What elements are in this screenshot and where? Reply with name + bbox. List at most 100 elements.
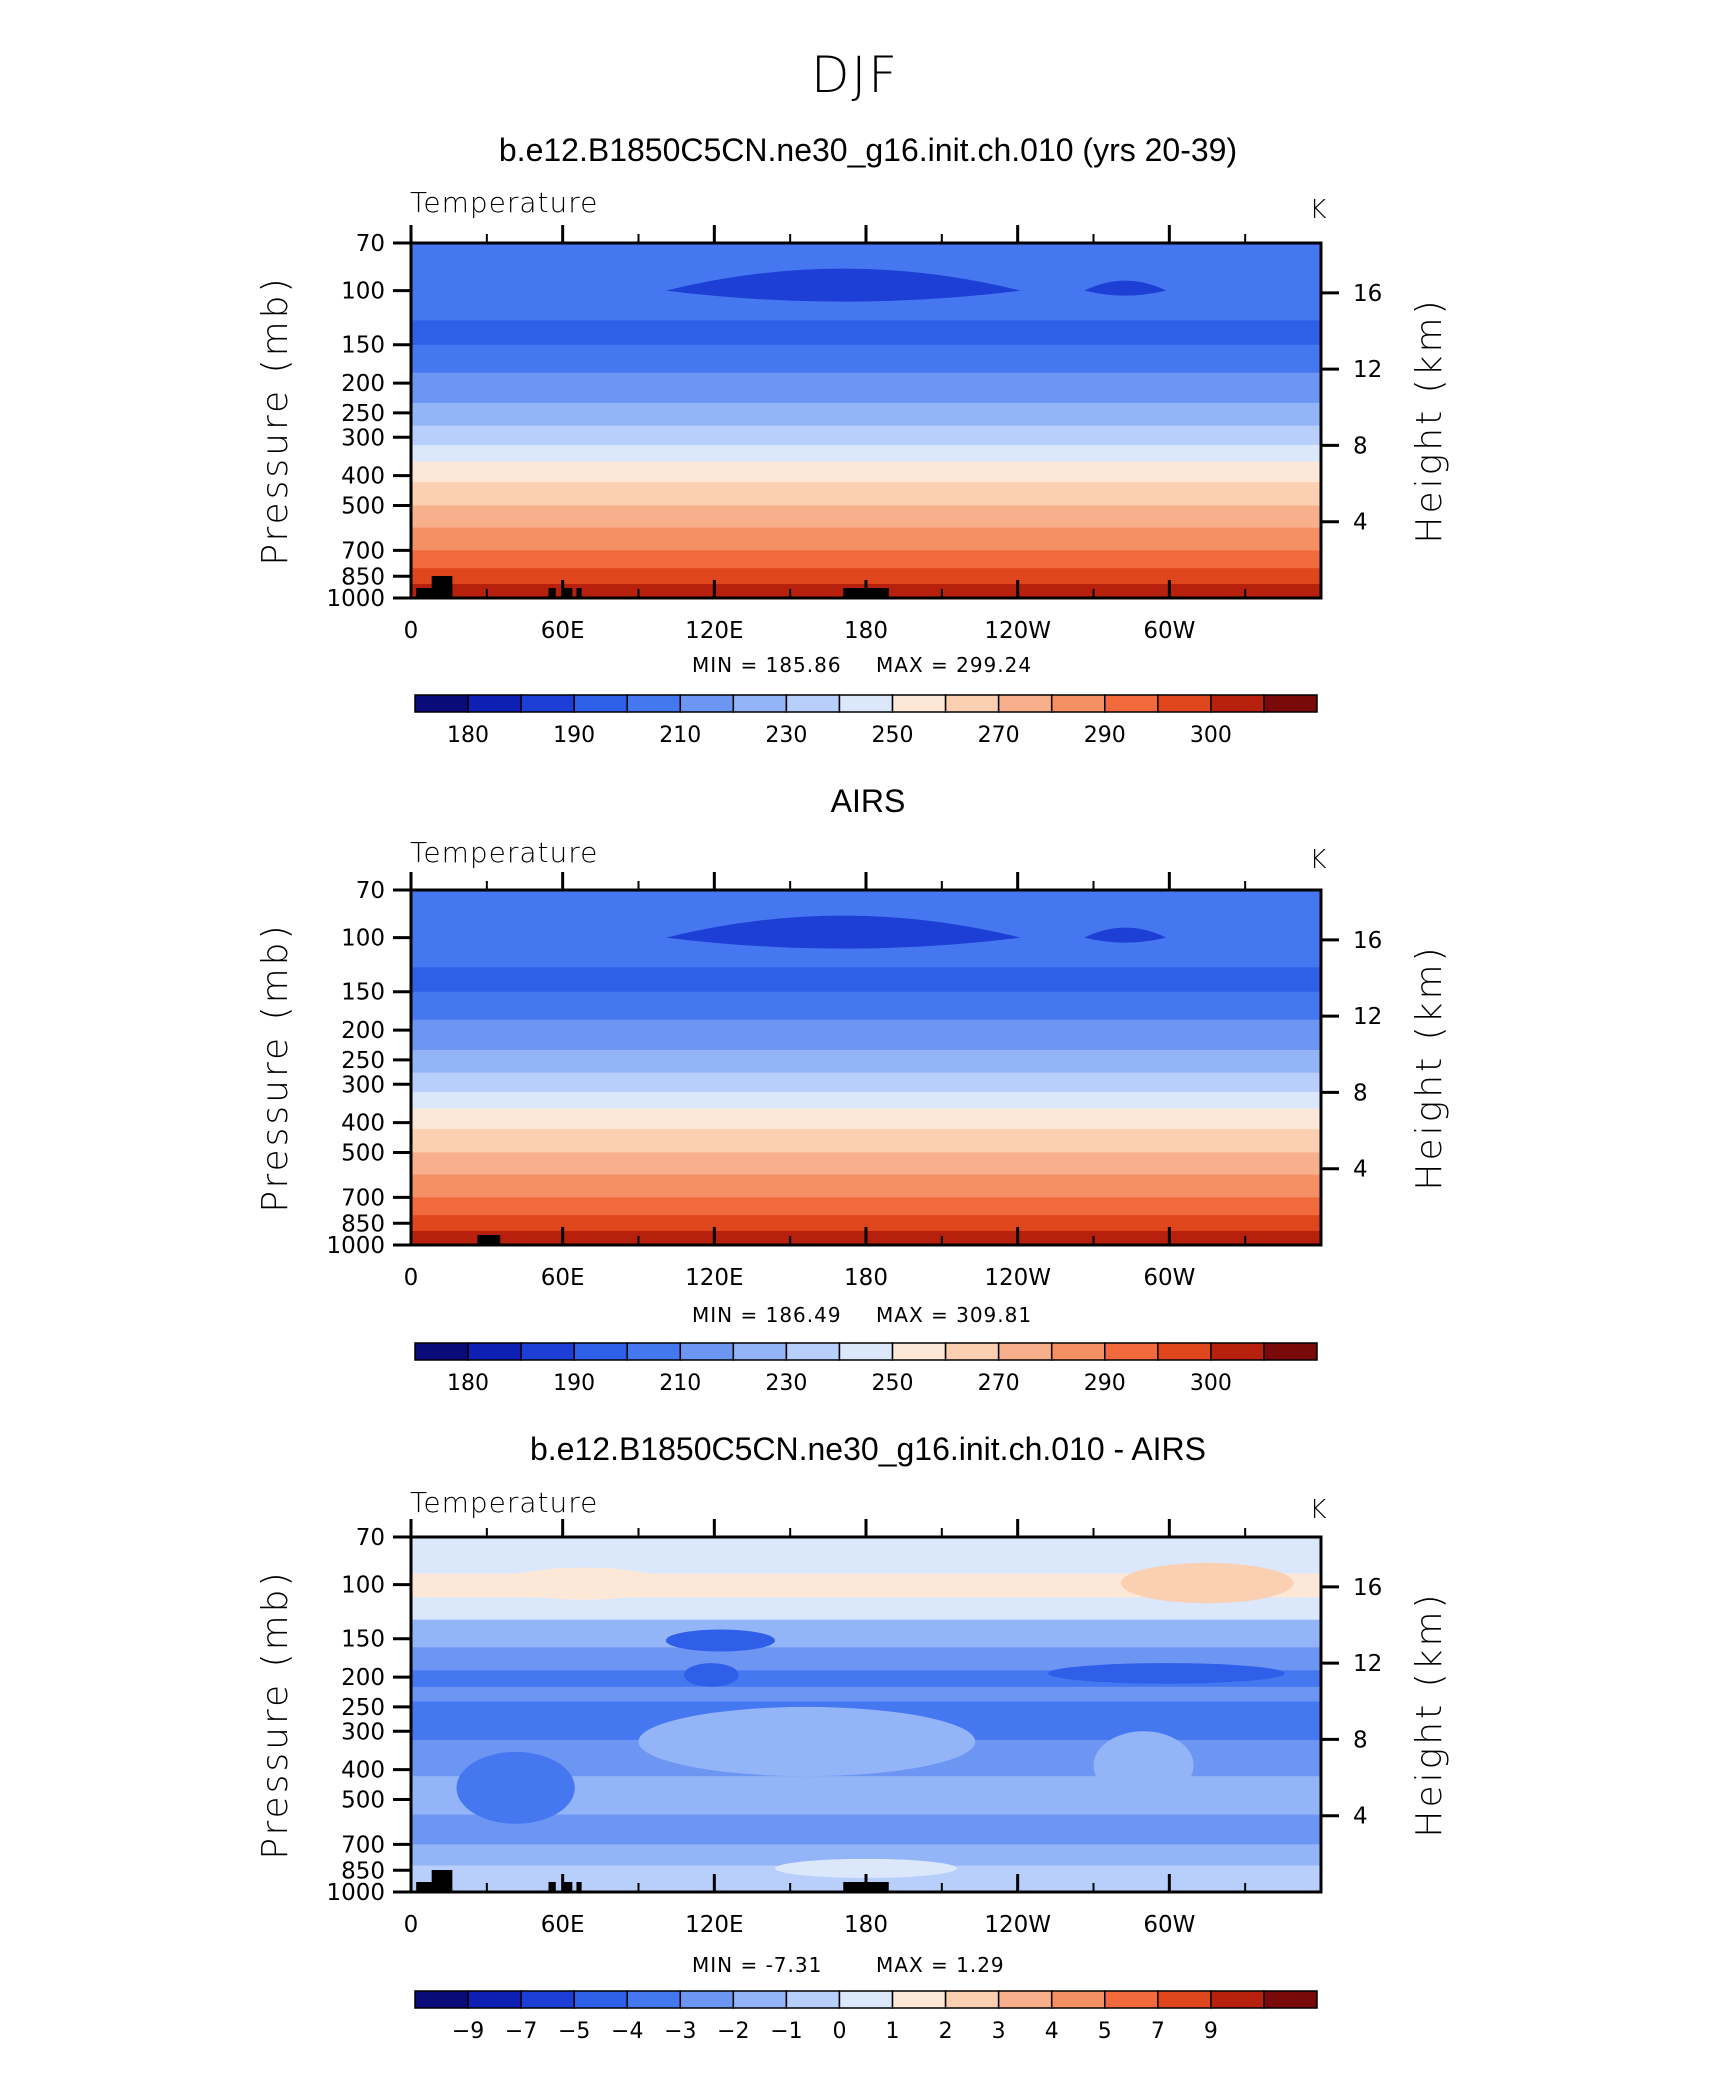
colorbar-swatch <box>520 1342 575 1361</box>
x-tick-label: 60E <box>541 1265 585 1291</box>
y2-tick-label: 8 <box>1353 433 1368 459</box>
panel-title: AIRS <box>831 783 906 819</box>
x-tick-label: 180 <box>844 1265 888 1291</box>
panel-title: b.e12.B1850C5CN.ne30_g16.init.ch.010 - A… <box>530 1431 1206 1467</box>
y2-tick-label: 16 <box>1353 928 1382 954</box>
colorbar-swatch <box>1263 1990 1318 2009</box>
colorbar-swatch <box>944 1990 1000 2009</box>
colorbar-swatch <box>838 1990 894 2009</box>
y-tick-label: 150 <box>341 1627 385 1653</box>
y-tick-label: 500 <box>341 1787 385 1813</box>
colorbar-swatch <box>891 1342 947 1361</box>
colorbar-swatch <box>573 694 628 713</box>
contour-band <box>411 1049 1321 1074</box>
y-axis-title: Pressure (mb) <box>255 922 296 1212</box>
colorbar-label: 300 <box>1190 1371 1232 1396</box>
colorbar-label: 7 <box>1151 2019 1165 2044</box>
colorbar-swatch <box>467 1990 522 2009</box>
y-tick-label: 300 <box>341 425 385 451</box>
x-tick-label: 120W <box>984 1265 1051 1291</box>
colorbar-label: 190 <box>553 1371 595 1396</box>
units-label: K <box>1309 845 1326 875</box>
y-tick-label: 250 <box>341 401 385 427</box>
y-tick-label: 400 <box>341 1758 385 1784</box>
cold-lobe <box>1084 927 1167 943</box>
colorbar-swatch <box>785 1342 841 1361</box>
contour-blob <box>1120 1562 1294 1604</box>
colorbar-swatch <box>1104 1990 1159 2009</box>
y2-tick-label: 4 <box>1353 1804 1368 1830</box>
contour-blob <box>638 1706 976 1777</box>
y-tick-label: 1000 <box>326 586 385 612</box>
variable-label: Temperature <box>410 836 598 869</box>
colorbar-swatch <box>1263 694 1318 713</box>
colorbar-swatch <box>1050 694 1106 713</box>
colorbar-swatch <box>626 694 682 713</box>
colorbar-swatch <box>997 1342 1053 1361</box>
colorbar-label: 300 <box>1190 723 1232 748</box>
panel-airs: AIRS Temperature K 0 60E 120E 180 120W 60W 70 1… <box>255 783 1450 1396</box>
x-tick-label: 60W <box>1143 618 1195 644</box>
panel-model: b.e12.B1850C5CN.ne30_g16.init.ch.010 (yr… <box>255 132 1450 748</box>
colorbar-swatch <box>732 1342 788 1361</box>
max-label: MAX = 299.24 <box>876 653 1032 677</box>
y2-axis-title: Height (km) <box>1409 944 1450 1190</box>
min-label: MIN = 186.49 <box>692 1303 842 1327</box>
contour-band <box>411 1019 1321 1051</box>
y2-axis-title: Height (km) <box>1409 1591 1450 1837</box>
contour-field <box>411 1537 1321 1892</box>
colorbar-swatch <box>732 694 788 713</box>
contour-blob <box>775 1858 957 1878</box>
terrain-block <box>431 576 453 598</box>
contour-band <box>411 1814 1321 1845</box>
colorbar-label: −1 <box>770 2019 802 2044</box>
x-tick-label: 60E <box>541 618 585 644</box>
colorbar-label: 250 <box>872 1371 914 1396</box>
y-tick-label: 250 <box>341 1048 385 1074</box>
colorbar-swatch <box>1104 1342 1159 1361</box>
y-tick-label: 150 <box>341 980 385 1006</box>
y-tick-label: 400 <box>341 1111 385 1137</box>
contour-band <box>411 1215 1321 1232</box>
colorbar-label: 210 <box>659 1371 701 1396</box>
colorbar-label: 0 <box>832 2019 846 2044</box>
contour-band <box>411 372 1321 404</box>
colorbar-swatch <box>679 1342 735 1361</box>
colorbar-swatch <box>467 1342 522 1361</box>
contour-band <box>411 1647 1321 1671</box>
colorbar-label: 180 <box>447 723 489 748</box>
colorbar-swatch <box>838 694 894 713</box>
units-label: K <box>1309 1495 1326 1525</box>
x-tick-label: 0 <box>404 618 419 644</box>
variable-label: Temperature <box>410 1486 598 1519</box>
y-tick-label: 700 <box>341 1185 385 1211</box>
y-axis-title: Pressure (mb) <box>255 275 296 565</box>
colorbar-swatch <box>520 694 575 713</box>
colorbar-swatch <box>467 694 522 713</box>
colorbar-label: 290 <box>1084 1371 1126 1396</box>
colorbar-label: 230 <box>765 1371 807 1396</box>
cold-lobe <box>665 915 1021 949</box>
contour-blob <box>502 1567 666 1600</box>
contour-band <box>411 344 1321 374</box>
contour-band <box>411 568 1321 585</box>
y-tick-label: 400 <box>341 464 385 490</box>
y-tick-label: 1000 <box>326 1880 385 1906</box>
contour-band <box>411 1072 1321 1093</box>
contour-band <box>411 320 1321 346</box>
panel-difference: b.e12.B1850C5CN.ne30_g16.init.ch.010 - A… <box>255 1431 1450 2044</box>
x-tick-label: 0 <box>404 1265 419 1291</box>
x-tick-label: 180 <box>844 1912 888 1938</box>
colorbar-label: 9 <box>1204 2019 1218 2044</box>
x-tick-label: 120E <box>685 1265 743 1291</box>
x-tick-label: 60W <box>1143 1912 1195 1938</box>
colorbar-swatch <box>1210 1342 1265 1361</box>
contour-band <box>411 1686 1321 1702</box>
terrain-block <box>576 588 582 598</box>
terrain-block <box>431 1870 453 1892</box>
colorbar: −9 −7 −5 −4 −3 −2 −1 0 1 2 3 4 5 7 9 <box>414 1990 1318 2044</box>
units-label: K <box>1309 195 1326 225</box>
contour-band <box>411 461 1321 483</box>
